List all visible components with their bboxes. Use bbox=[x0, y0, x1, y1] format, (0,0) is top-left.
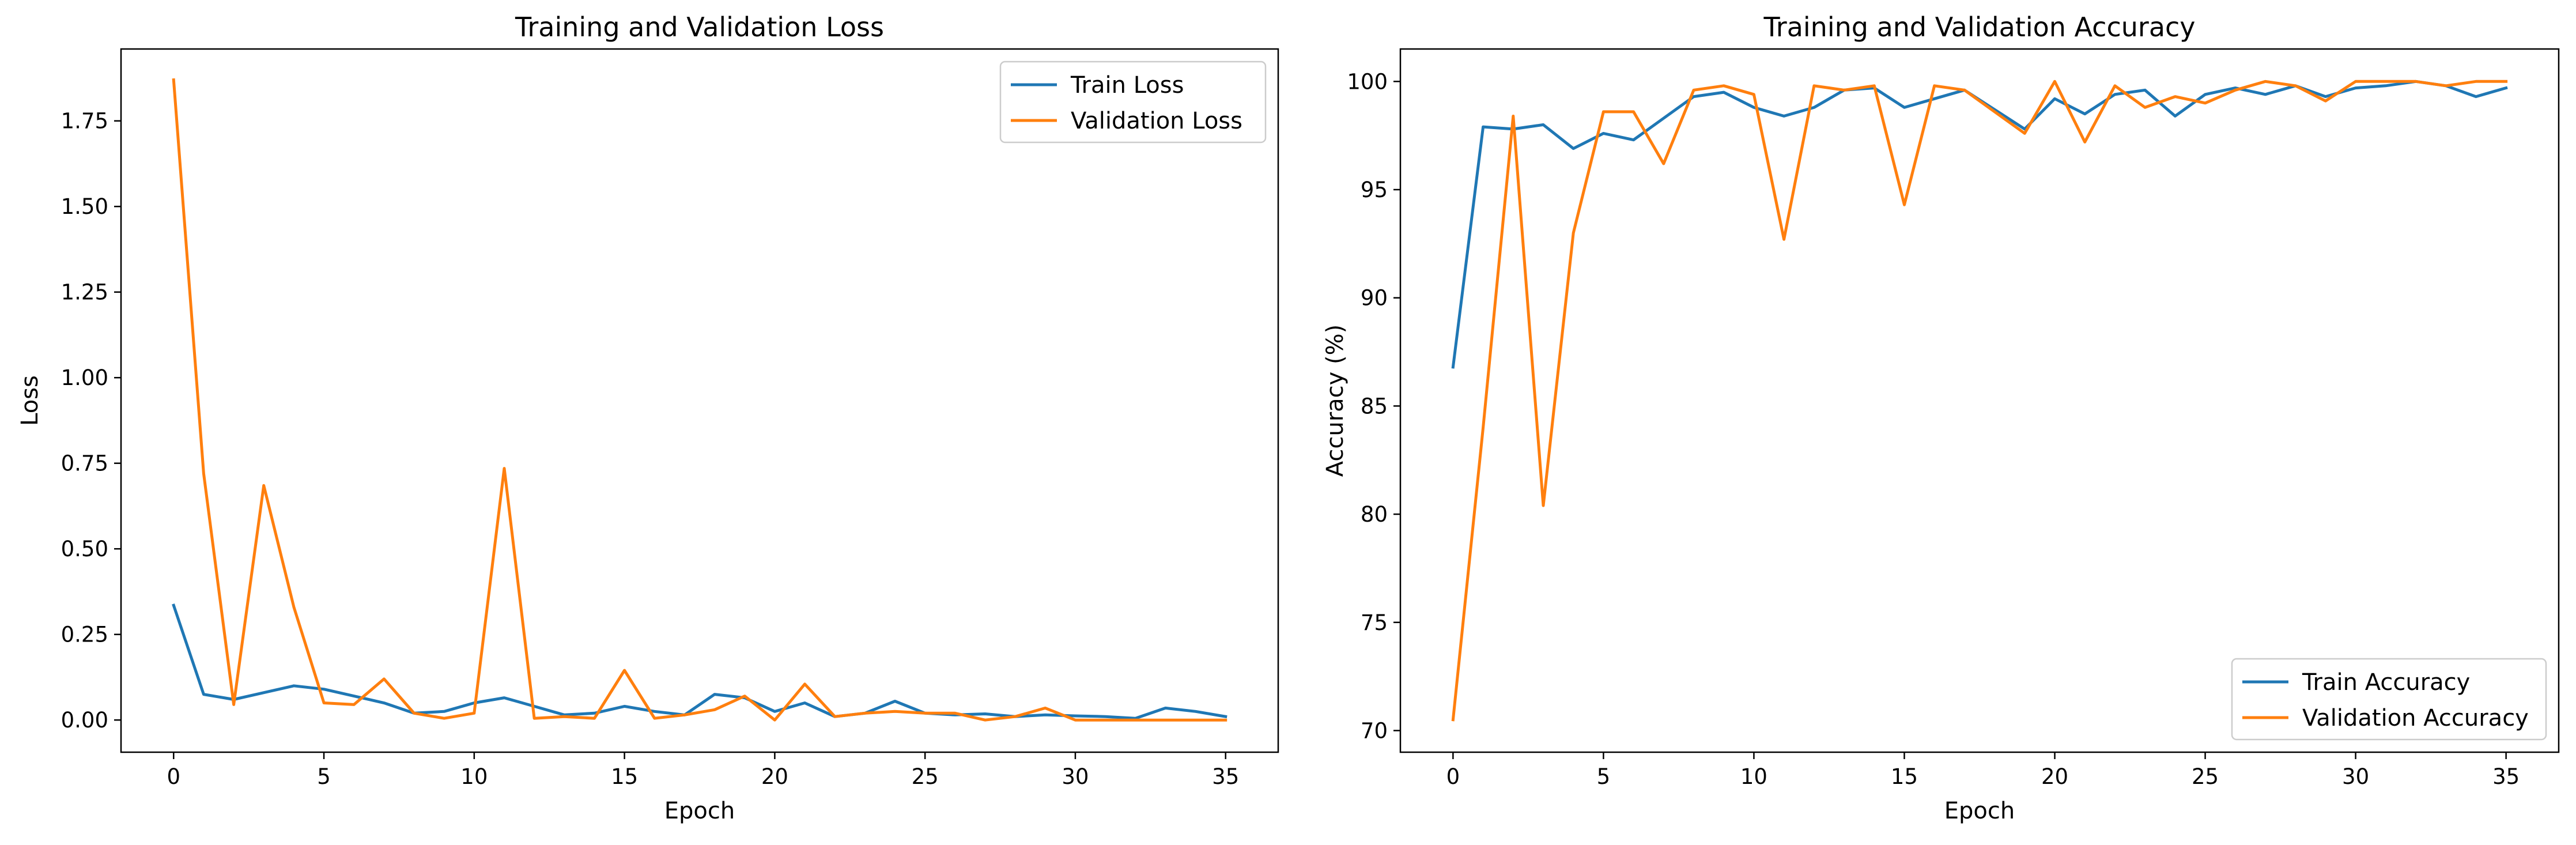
loss-x-tick-label: 15 bbox=[611, 764, 638, 789]
loss-series-line-validation bbox=[172, 78, 1227, 722]
accuracy-series-line-validation bbox=[1451, 80, 2508, 722]
accuracy-y-tick-label: 90 bbox=[1361, 286, 1388, 311]
loss-legend-box bbox=[999, 61, 1267, 144]
loss-x-tick-label: 10 bbox=[460, 764, 488, 789]
accuracy-y-tick-label: 70 bbox=[1361, 718, 1388, 743]
loss-x-axis-label: Epoch bbox=[664, 798, 735, 824]
accuracy-x-axis-label: Epoch bbox=[1944, 798, 2015, 824]
accuracy-x-tick-label: 25 bbox=[2192, 764, 2219, 789]
accuracy-y-tick-label: 85 bbox=[1361, 394, 1388, 418]
accuracy-series-lines bbox=[1451, 80, 2508, 722]
accuracy-axes-frame bbox=[1399, 48, 2560, 753]
accuracy-y-tick-label: 95 bbox=[1361, 178, 1388, 202]
accuracy-chart: 0 5 10 15 20 25 30 35 70 75 80 85 90 95 100 Training an… bbox=[1322, 12, 2560, 824]
loss-x-tick-label: 25 bbox=[912, 764, 939, 789]
loss-legend-label-train: Train Loss bbox=[1070, 72, 1184, 99]
accuracy-legend-label-train: Train Accuracy bbox=[2302, 669, 2470, 696]
loss-axes-frame bbox=[120, 48, 1279, 753]
accuracy-y-tick-label: 75 bbox=[1361, 610, 1388, 635]
loss-legend: Train Loss Validation Loss bbox=[999, 61, 1267, 144]
loss-y-tick-label: 1.00 bbox=[61, 365, 108, 390]
loss-series-lines bbox=[172, 78, 1227, 722]
accuracy-x-tick-label: 10 bbox=[1740, 764, 1767, 789]
accuracy-x-tick-label: 35 bbox=[2492, 764, 2520, 789]
loss-y-tick-label: 1.25 bbox=[61, 280, 108, 305]
accuracy-y-tick-label: 100 bbox=[1347, 69, 1388, 94]
accuracy-x-tick-label: 5 bbox=[1597, 764, 1611, 789]
loss-y-tick-label: 0.00 bbox=[61, 708, 108, 733]
accuracy-x-tick-label: 20 bbox=[2041, 764, 2068, 789]
loss-x-tick-label: 0 bbox=[167, 764, 180, 789]
accuracy-legend: Train Accuracy Validation Accuracy bbox=[2231, 658, 2547, 741]
accuracy-chart-title: Training and Validation Accuracy bbox=[1763, 12, 2195, 43]
accuracy-legend-label-validation: Validation Accuracy bbox=[2302, 705, 2529, 731]
accuracy-x-tick-label: 30 bbox=[2342, 764, 2369, 789]
accuracy-y-axis-label: Accuracy (%) bbox=[1322, 325, 1349, 477]
loss-x-tick-label: 20 bbox=[761, 764, 788, 789]
loss-x-tick-label: 30 bbox=[1062, 764, 1089, 789]
loss-x-tick-label: 35 bbox=[1212, 764, 1239, 789]
accuracy-x-tick-label: 15 bbox=[1891, 764, 1918, 789]
loss-chart: 0 5 10 15 20 25 30 35 0.00 0.25 0.50 0.75 1.00 1.25 1.… bbox=[17, 12, 1279, 824]
loss-y-tick-label: 0.25 bbox=[61, 623, 108, 647]
loss-x-tick-label: 5 bbox=[317, 764, 331, 789]
accuracy-y-tick-label: 80 bbox=[1361, 502, 1388, 527]
loss-y-axis-label: Loss bbox=[17, 375, 43, 426]
accuracy-x-tick-label: 0 bbox=[1446, 764, 1460, 789]
accuracy-legend-box bbox=[2231, 658, 2547, 741]
loss-y-tick-label: 1.50 bbox=[61, 194, 108, 219]
loss-y-tick-label: 0.75 bbox=[61, 451, 108, 476]
loss-series-line-train bbox=[172, 603, 1227, 720]
loss-legend-label-validation: Validation Loss bbox=[1071, 108, 1242, 134]
loss-y-tick-label: 0.50 bbox=[61, 537, 108, 561]
loss-chart-title: Training and Validation Loss bbox=[515, 12, 884, 43]
loss-y-tick-label: 1.75 bbox=[61, 109, 108, 134]
